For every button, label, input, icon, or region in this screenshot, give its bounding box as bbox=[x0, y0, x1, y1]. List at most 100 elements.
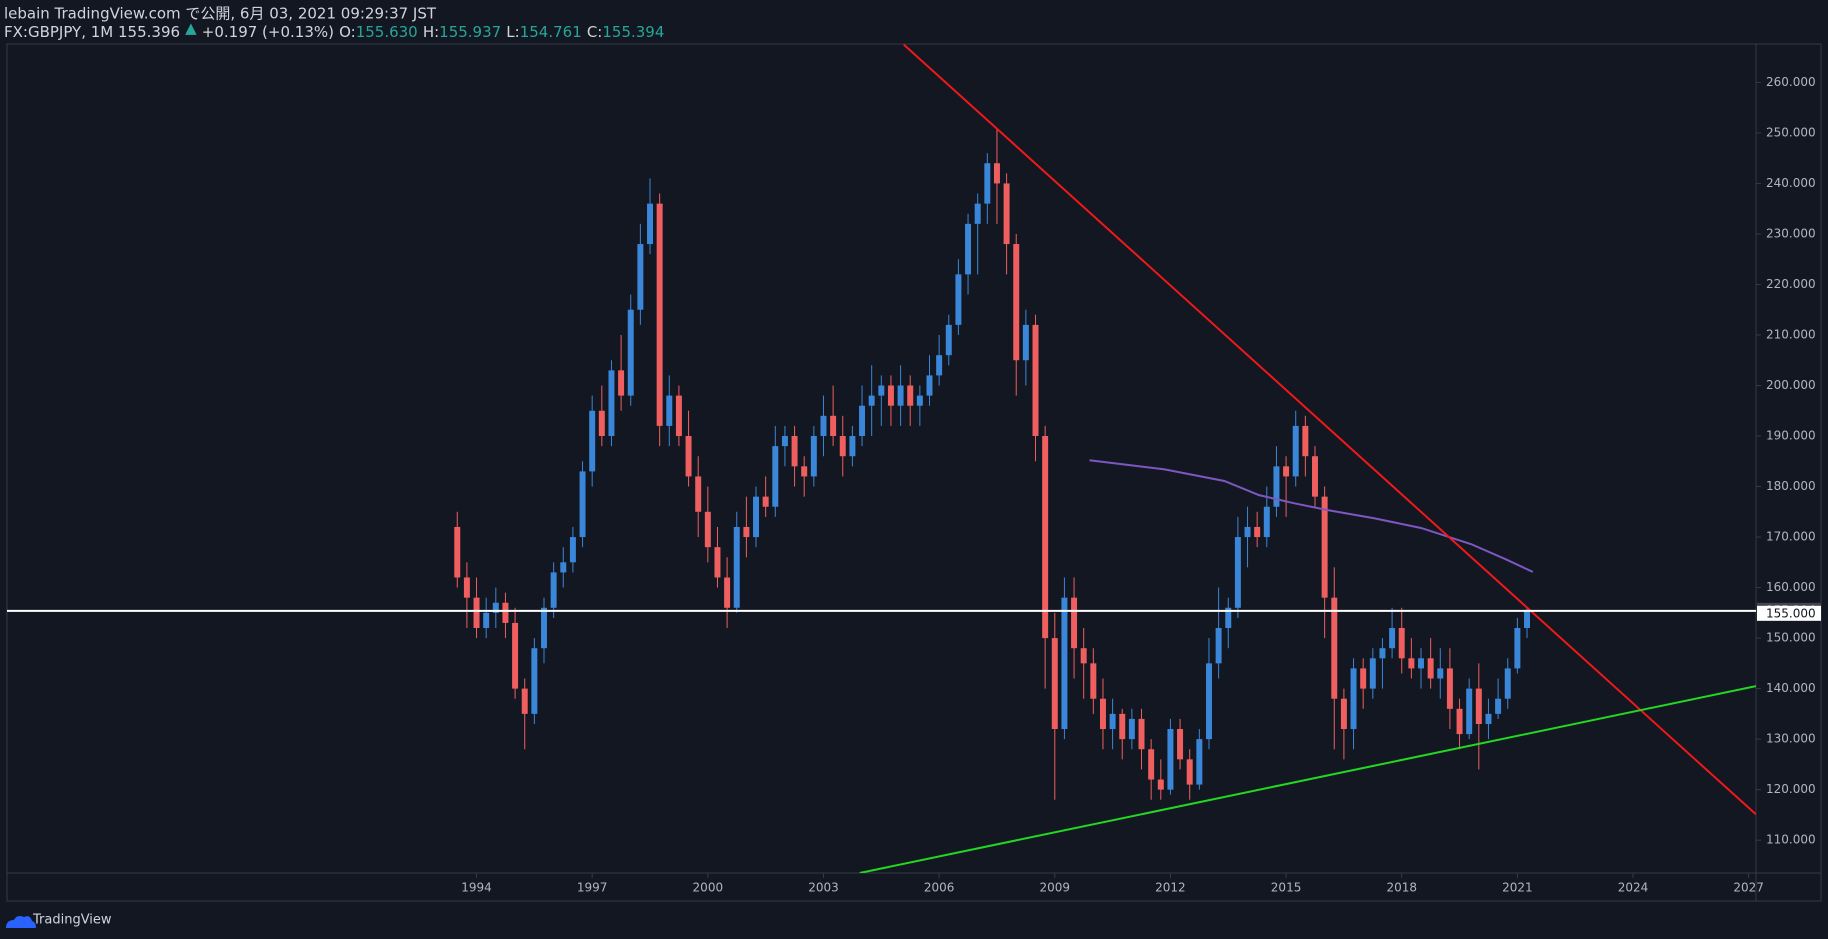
candle-body bbox=[560, 562, 567, 573]
candle-body bbox=[531, 648, 538, 714]
x-tick-label: 2015 bbox=[1271, 881, 1302, 895]
open-value: 155.630 bbox=[356, 23, 418, 41]
y-tick-label: 130.000 bbox=[1766, 732, 1816, 746]
y-tick-label: 150.000 bbox=[1766, 631, 1816, 645]
candle-body bbox=[1418, 658, 1424, 669]
candle-body bbox=[1244, 526, 1251, 538]
candle-body bbox=[1167, 729, 1174, 790]
candle-body bbox=[1022, 324, 1029, 361]
high-value: 155.937 bbox=[439, 23, 501, 41]
up-arrow: ▲ bbox=[185, 19, 197, 37]
candle-body bbox=[1331, 597, 1338, 699]
candle-body bbox=[1340, 698, 1347, 730]
candle-body bbox=[801, 466, 808, 477]
candle-body bbox=[936, 355, 943, 376]
candle-body bbox=[1196, 739, 1203, 785]
y-tick-label: 260.000 bbox=[1766, 75, 1816, 89]
y-tick-label: 110.000 bbox=[1766, 833, 1816, 847]
candle-body bbox=[820, 415, 827, 437]
candle-body bbox=[1427, 658, 1434, 679]
y-tick-label: 170.000 bbox=[1766, 530, 1816, 544]
candle-body bbox=[1138, 718, 1145, 750]
axes: 110.000 120.000 130.000 140.000 150.000 160.0… bbox=[461, 75, 1821, 895]
high-label: H: bbox=[423, 23, 439, 41]
low-value: 154.761 bbox=[520, 23, 582, 41]
trend-line bbox=[902, 44, 1756, 816]
candle-body bbox=[618, 370, 625, 396]
candle-body bbox=[1080, 648, 1087, 664]
y-tick-label: 140.000 bbox=[1766, 681, 1816, 695]
candle-body bbox=[772, 446, 779, 507]
x-tick-label: 2024 bbox=[1618, 881, 1649, 895]
candle-body bbox=[704, 511, 711, 548]
candle-body bbox=[463, 577, 470, 598]
y-tick-label: 250.000 bbox=[1766, 125, 1816, 139]
candle-body bbox=[1234, 537, 1241, 608]
logo-icon[interactable] bbox=[6, 916, 36, 928]
candle-body bbox=[695, 476, 702, 512]
candle-body bbox=[541, 607, 547, 649]
y-tick-label: 180.000 bbox=[1766, 479, 1816, 493]
candle-body bbox=[1292, 425, 1299, 477]
candle-body bbox=[830, 415, 837, 437]
candle-body bbox=[1514, 627, 1521, 669]
candle-body bbox=[675, 395, 682, 437]
candle-body bbox=[945, 324, 952, 356]
y-tick-label: 190.000 bbox=[1766, 429, 1816, 443]
x-tick-label: 2021 bbox=[1502, 881, 1533, 895]
candle-body bbox=[1186, 759, 1193, 785]
candle-body bbox=[743, 526, 750, 538]
candle-body bbox=[1283, 466, 1290, 477]
candle-body bbox=[810, 436, 817, 477]
candle-body bbox=[878, 385, 885, 396]
candle-body bbox=[492, 602, 499, 613]
candle-body bbox=[1061, 597, 1068, 730]
x-tick-label: 2009 bbox=[1040, 881, 1071, 895]
candle-body bbox=[897, 385, 904, 406]
candle-body bbox=[1042, 436, 1049, 639]
candle-body bbox=[868, 395, 875, 406]
low-label: L: bbox=[506, 23, 519, 41]
candle-body bbox=[647, 203, 653, 245]
candle-body bbox=[637, 244, 644, 310]
candle-body bbox=[1437, 668, 1444, 679]
price-label: 155.000 bbox=[1766, 606, 1816, 620]
candle-body bbox=[1090, 663, 1097, 699]
candle-body bbox=[1215, 627, 1222, 664]
x-tick-label: 2027 bbox=[1733, 881, 1764, 895]
candle-body bbox=[724, 577, 731, 608]
candle-body bbox=[512, 622, 519, 689]
candle-body bbox=[839, 436, 846, 457]
candle-body bbox=[1408, 658, 1415, 669]
brand-name[interactable]: TradingView bbox=[32, 913, 112, 928]
candle-body bbox=[859, 405, 866, 437]
candle-body bbox=[608, 370, 615, 437]
candle-body bbox=[454, 526, 461, 578]
y-tick-label: 160.000 bbox=[1766, 580, 1816, 594]
close-label: C: bbox=[587, 23, 603, 41]
moving-average bbox=[1089, 459, 1534, 573]
logo[interactable]: TradingView bbox=[6, 913, 112, 929]
candle-body bbox=[1263, 506, 1270, 538]
x-tick-label: 2006 bbox=[924, 881, 955, 895]
candle-body bbox=[1119, 713, 1126, 740]
publish-info: lebain TradingView.com で公開, 6月 03, 2021 … bbox=[4, 5, 437, 23]
candle-body bbox=[1321, 496, 1328, 598]
candle-body bbox=[926, 375, 933, 396]
candle-body bbox=[849, 436, 856, 457]
candle-body bbox=[993, 163, 1000, 184]
candle-body bbox=[1003, 183, 1010, 245]
plot-area bbox=[7, 44, 1756, 873]
candle-body bbox=[1456, 708, 1463, 735]
candle-body bbox=[579, 471, 586, 538]
candle-body bbox=[627, 309, 634, 396]
x-tick-label: 2012 bbox=[1155, 881, 1186, 895]
candle-body bbox=[1466, 688, 1473, 735]
candle-body bbox=[502, 602, 509, 623]
x-tick-label: 2000 bbox=[693, 881, 724, 895]
frame bbox=[6, 43, 1822, 902]
candle-body bbox=[1312, 456, 1318, 497]
candle-body bbox=[1109, 713, 1116, 730]
candle-body bbox=[666, 395, 673, 426]
